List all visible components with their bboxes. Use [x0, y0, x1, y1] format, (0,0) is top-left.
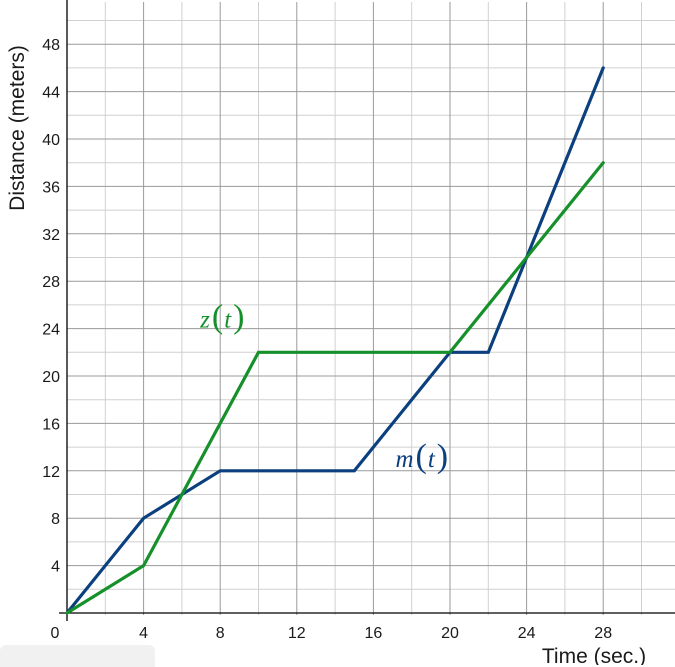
x-tick-label: 28: [594, 625, 612, 642]
y-tick-label: 40: [42, 132, 60, 149]
y-tick-label: 8: [51, 511, 60, 528]
x-tick-label: 0: [51, 625, 60, 642]
x-tick-label: 8: [216, 625, 225, 642]
x-tick-labels: 0 4 8 12 16 20 24 28: [51, 625, 613, 642]
x-tick-label: 24: [518, 625, 536, 642]
series-label-m: m(t): [395, 438, 448, 475]
y-tick-label: 28: [42, 274, 60, 291]
y-tick-label: 32: [42, 227, 60, 244]
series-labels: m(t) z(t): [199, 298, 448, 475]
x-tick-label: 12: [288, 625, 306, 642]
y-tick-label: 4: [51, 559, 60, 576]
y-tick-label: 44: [42, 85, 60, 102]
y-tick-label: 24: [42, 322, 60, 339]
series-lines: [65, 66, 605, 615]
y-axis-label: Distance (meters): [6, 45, 29, 211]
series-line-z: [65, 161, 605, 615]
x-tick-label: 20: [441, 625, 459, 642]
series-line-m: [65, 66, 605, 615]
x-axis-label: Time (sec.): [542, 645, 646, 665]
y-tick-label: 16: [42, 416, 60, 433]
y-tick-label: 36: [42, 179, 60, 196]
x-tick-label: 4: [139, 625, 148, 642]
bottom-left-tab: [0, 645, 155, 667]
y-tick-label: 48: [42, 37, 60, 54]
major-gridlines: [67, 2, 675, 615]
y-tick-label: 20: [42, 369, 60, 386]
minor-gridlines: [67, 2, 675, 615]
x-tick-label: 16: [365, 625, 383, 642]
y-tick-label: 12: [42, 464, 60, 481]
series-label-z: z(t): [199, 298, 244, 335]
